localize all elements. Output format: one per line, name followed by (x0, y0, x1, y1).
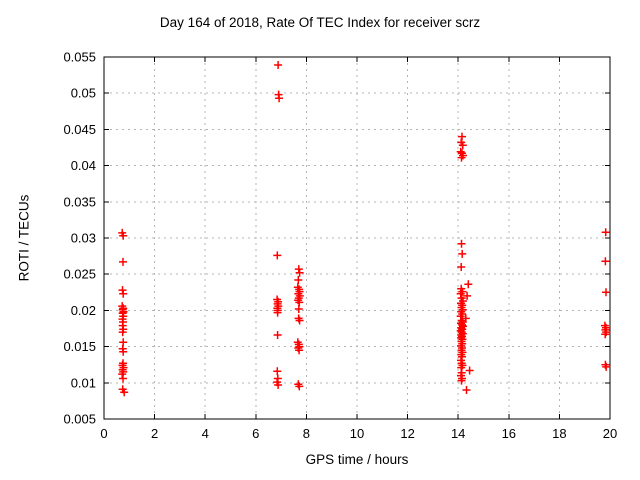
data-point (119, 289, 128, 298)
data-point (273, 251, 282, 260)
y-tick-label: 0.01 (71, 375, 96, 390)
x-tick-label: 12 (400, 426, 414, 441)
data-point (294, 265, 303, 274)
data-point (456, 312, 465, 321)
x-tick-label: 18 (552, 426, 566, 441)
x-axis-label: GPS time / hours (305, 452, 409, 467)
data-point (119, 257, 127, 266)
y-tick-label: 0.045 (63, 122, 96, 137)
data-point (119, 374, 127, 383)
data-point (463, 291, 472, 300)
data-point (457, 376, 466, 385)
data-point (295, 382, 304, 391)
data-point (295, 346, 304, 355)
y-tick-label: 0.025 (63, 267, 96, 282)
data-point (294, 276, 303, 284)
x-tick-label: 0 (100, 426, 107, 441)
data-point (601, 228, 610, 237)
data-point (273, 367, 282, 376)
data-point (295, 316, 304, 325)
data-point (457, 239, 466, 248)
data-point (274, 381, 283, 389)
x-tick-label: 10 (350, 426, 364, 441)
data-point (295, 268, 304, 277)
data-point (458, 132, 466, 141)
data-point (602, 288, 610, 297)
y-tick-label: 0.02 (71, 303, 96, 318)
x-tick-label: 4 (202, 426, 209, 441)
data-point (274, 61, 283, 69)
data-point (601, 257, 610, 266)
data-point (462, 386, 471, 394)
data-point (456, 289, 465, 298)
data-point (458, 249, 467, 258)
data-point (464, 280, 473, 289)
data-point (275, 94, 284, 103)
data-point (601, 330, 610, 339)
x-tick-label: 2 (151, 426, 158, 441)
data-point (120, 388, 129, 397)
data-point (119, 347, 128, 356)
data-point (273, 331, 282, 339)
data-point (118, 328, 127, 337)
y-tick-label: 0.05 (71, 86, 96, 101)
data-point (118, 370, 127, 379)
y-tick-label: 0.015 (63, 339, 96, 354)
y-tick-label: 0.04 (71, 158, 96, 173)
data-point (273, 308, 282, 317)
data-point (602, 362, 611, 371)
data-point (458, 141, 467, 150)
y-tick-label: 0.055 (63, 50, 96, 65)
data-point (119, 231, 128, 240)
y-tick-label: 0.03 (71, 231, 96, 246)
x-tick-label: 20 (603, 426, 617, 441)
x-tick-label: 8 (303, 426, 310, 441)
y-tick-label: 0.005 (63, 412, 96, 427)
data-point (457, 263, 466, 271)
x-tick-label: 16 (502, 426, 516, 441)
x-tick-label: 6 (252, 426, 259, 441)
y-tick-label: 0.035 (63, 194, 96, 209)
chart-title: Day 164 of 2018, Rate Of TEC Index for r… (159, 15, 481, 30)
data-point (457, 153, 466, 162)
data-point (294, 305, 303, 313)
data-point (465, 366, 474, 375)
x-tick-label: 14 (451, 426, 465, 441)
